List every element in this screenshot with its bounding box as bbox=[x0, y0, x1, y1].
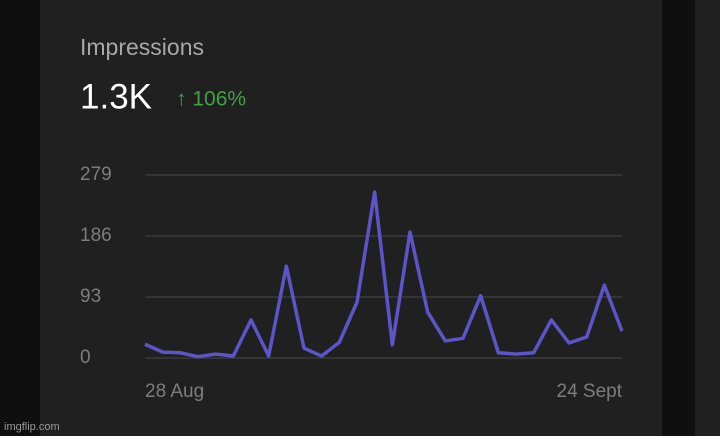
y-tick-label: 0 bbox=[80, 347, 91, 368]
next-card bbox=[695, 0, 720, 436]
card-title: Impressions bbox=[80, 34, 204, 60]
card bbox=[40, 0, 662, 436]
series-line bbox=[144, 190, 624, 359]
total: 1.3K bbox=[80, 77, 152, 116]
watermark: imgflip.com bbox=[4, 421, 60, 433]
x-tick-label: 24 Sept bbox=[557, 381, 623, 402]
y-tick-label: 93 bbox=[80, 286, 101, 307]
y-tick-label: 279 bbox=[80, 164, 112, 185]
y-tick-label: 186 bbox=[80, 225, 112, 246]
x-tick-label: 28 Aug bbox=[145, 381, 204, 402]
change: ↑ 106% bbox=[176, 88, 246, 111]
